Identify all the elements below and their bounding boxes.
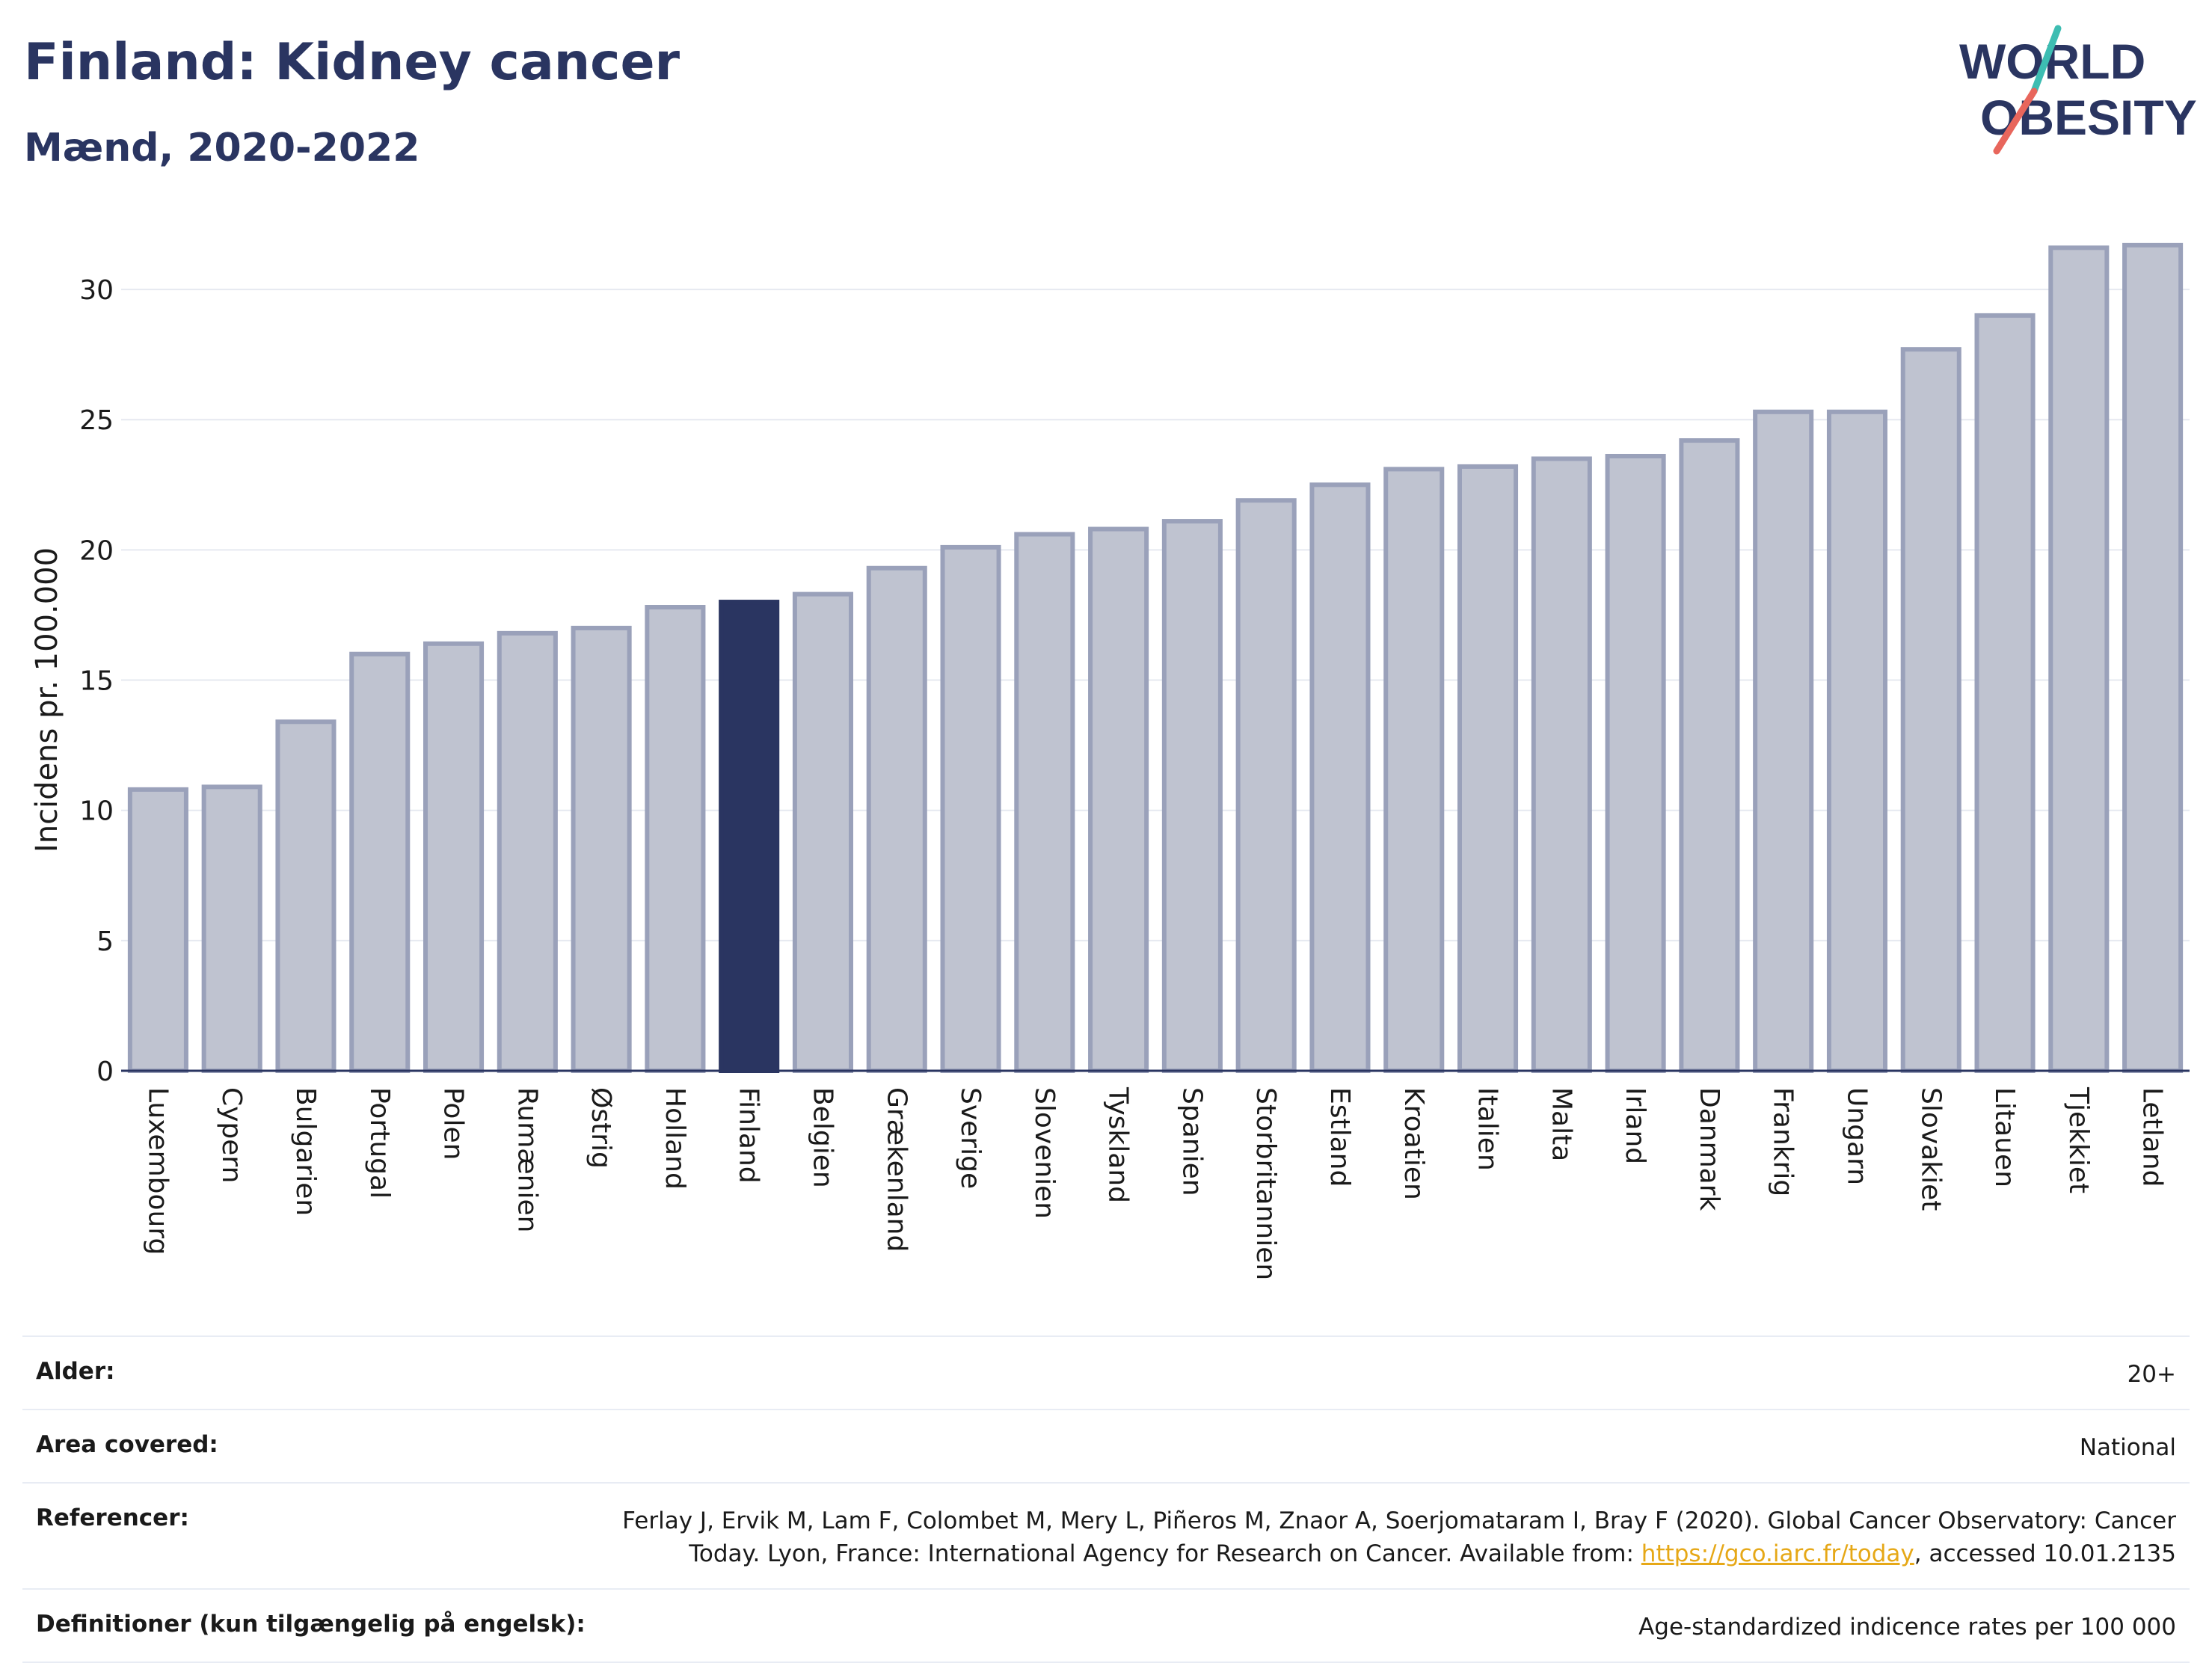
x-tick-label: Rumænien — [511, 1087, 542, 1232]
bar-tjekkiet — [2048, 245, 2110, 1074]
page-title: Finland: Kidney cancer — [24, 33, 681, 92]
bar-frankrig — [1753, 409, 1814, 1073]
logo-slash-red — [1993, 87, 2038, 155]
reference-accessed: , accessed 10.01.2135 — [1914, 1540, 2176, 1567]
y-tick-label: 20 — [79, 535, 114, 566]
meta-label-references: Referencer: — [36, 1504, 189, 1531]
meta-label-definitions: Definitioner (kun tilgængelig på engelsk… — [36, 1611, 586, 1638]
y-axis-ticks: 0 5 10 15 20 25 30 — [79, 275, 114, 1087]
meta-value-area: National — [2079, 1434, 2176, 1461]
x-tick-label: Tjekkiet — [2063, 1086, 2094, 1193]
world-obesity-logo: WORLD OBESITY — [1959, 25, 2197, 155]
meta-row-references: Referencer: Ferlay J, Ervik M, Lam F, Co… — [22, 1484, 2190, 1590]
x-tick-label: Slovenien — [1029, 1087, 1060, 1219]
x-tick-label: Luxembourg — [142, 1087, 173, 1255]
bar-finland — [719, 600, 780, 1073]
x-tick-label: Holland — [660, 1087, 690, 1190]
x-tick-label: Ungarn — [1841, 1087, 1872, 1185]
x-tick-label: Østrig — [586, 1087, 616, 1169]
y-tick-label: 25 — [79, 405, 114, 436]
y-tick-label: 0 — [96, 1057, 114, 1087]
x-tick-label: Polen — [438, 1087, 469, 1160]
bars — [127, 242, 2184, 1074]
reference-link[interactable]: https://gco.iarc.fr/today — [1641, 1540, 1914, 1567]
x-tick-label: Malta — [1546, 1087, 1576, 1161]
meta-value-definitions: Age-standardized indicence rates per 100… — [1638, 1614, 2176, 1641]
bar-malta — [1531, 456, 1592, 1073]
bar-tyskland — [1088, 526, 1149, 1073]
bar-bulgarien — [275, 719, 337, 1073]
x-tick-label: Bulgarien — [290, 1087, 321, 1216]
y-tick-label: 30 — [79, 275, 114, 306]
bar-slovakiet — [1900, 347, 1961, 1073]
bar-polen — [423, 641, 485, 1073]
bar-holland — [645, 605, 706, 1073]
bar-østrig — [571, 625, 632, 1073]
x-tick-label: Frankrig — [1768, 1087, 1798, 1196]
x-tick-label: Tyskland — [1103, 1086, 1134, 1203]
bar-storbritannien — [1235, 498, 1297, 1073]
bar-sverige — [940, 544, 1001, 1073]
x-tick-label: Slovakiet — [1915, 1087, 1946, 1211]
x-tick-label: Spanien — [1176, 1087, 1207, 1196]
x-tick-label: Kroatien — [1398, 1087, 1429, 1200]
meta-value-age: 20+ — [2127, 1361, 2176, 1388]
bar-danmark — [1679, 438, 1740, 1073]
bar-belgien — [792, 591, 854, 1073]
bar-portugal — [349, 651, 411, 1073]
page-subtitle: Mænd, 2020-2022 — [24, 126, 420, 170]
x-tick-label: Cypern — [216, 1087, 247, 1183]
y-tick-label: 10 — [79, 796, 114, 827]
x-tick-label: Finland — [734, 1087, 764, 1184]
bar-irland — [1605, 453, 1666, 1073]
logo-slash-teal — [2030, 25, 2062, 95]
meta-row-age: Alder: 20+ — [22, 1337, 2190, 1410]
meta-row-area: Area covered: National — [22, 1410, 2190, 1484]
x-tick-label: Storbritannien — [1250, 1087, 1281, 1280]
bar-rumænien — [497, 630, 558, 1073]
y-tick-label: 15 — [79, 666, 114, 697]
meta-label-area: Area covered: — [36, 1431, 218, 1458]
bar-slovenien — [1014, 532, 1075, 1073]
x-tick-label: Irland — [1620, 1087, 1650, 1164]
bar-estland — [1309, 482, 1371, 1073]
meta-value-references: Ferlay J, Ervik M, Lam F, Colombet M, Me… — [568, 1504, 2176, 1570]
x-tick-label: Estland — [1324, 1087, 1355, 1187]
bar-cypern — [201, 784, 262, 1073]
y-axis-label: Incidens pr. 100.000 — [30, 547, 64, 852]
x-axis-ticks: Luxembourg Cypern Bulgarien Portugal Polen Ru… — [142, 1086, 2167, 1280]
bar-letland — [2122, 242, 2184, 1073]
x-tick-label: Danmark — [1694, 1087, 1724, 1211]
meta-row-definitions: Definitioner (kun tilgængelig på engelsk… — [22, 1590, 2190, 1663]
bar-spanien — [1161, 519, 1223, 1073]
metadata-table: Alder: 20+ Area covered: National Refere… — [22, 1335, 2190, 1663]
bar-luxembourg — [127, 787, 188, 1073]
bar-chart: 0 5 10 15 20 25 30 Luxembourg Cypern Bulgarien Po… — [30, 242, 2190, 1280]
bar-litauen — [1974, 313, 2036, 1073]
x-tick-label: Litauen — [1989, 1087, 2020, 1187]
x-tick-label: Belgien — [807, 1087, 838, 1188]
x-tick-label: Letland — [2137, 1087, 2168, 1187]
y-tick-label: 5 — [96, 926, 114, 957]
meta-label-age: Alder: — [36, 1358, 115, 1385]
reference-text: Ferlay J, Ervik M, Lam F, Colombet M, Me… — [622, 1507, 2176, 1567]
bar-grækenland — [866, 565, 927, 1073]
x-tick-label: Portugal — [364, 1087, 395, 1199]
bar-ungarn — [1826, 409, 1888, 1073]
bar-kroatien — [1383, 467, 1445, 1073]
x-tick-label: Italien — [1472, 1087, 1503, 1171]
bar-italien — [1457, 464, 1519, 1073]
x-tick-label: Sverige — [955, 1087, 986, 1189]
x-tick-label: Grækenland — [881, 1087, 912, 1252]
